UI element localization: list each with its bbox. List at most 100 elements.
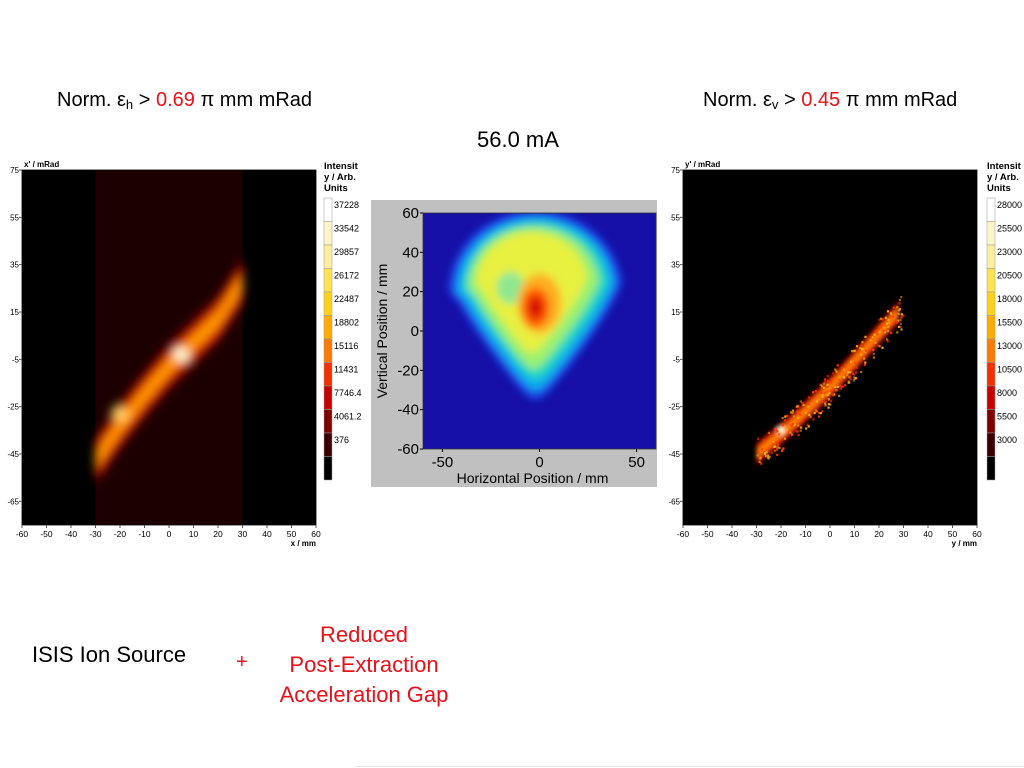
beamlet-speck (804, 411, 807, 415)
plot-background (683, 170, 977, 525)
colorbar-segment (986, 432, 996, 457)
beamlet-speck (781, 416, 784, 420)
y-tick-label: 40 (402, 244, 419, 261)
x-tick-label: -50 (40, 529, 53, 539)
beamlet-speck (792, 415, 795, 418)
x-tick-label: 20 (874, 529, 884, 539)
beamlet-speck (847, 381, 850, 384)
beamlet-speck (830, 378, 833, 381)
x-tick-label: -10 (138, 529, 151, 539)
beamlet-speck (762, 439, 766, 442)
y-tick-label: -25 (668, 403, 680, 412)
beamlet-speck (841, 367, 844, 370)
x-tick-label: -30 (750, 529, 763, 539)
colorbar-segment (323, 197, 333, 222)
colorbar-segment (323, 291, 333, 316)
colorbar-title: Units (324, 183, 348, 194)
beamlet-speck (783, 419, 787, 422)
beamlet-speck (791, 409, 795, 412)
intensity-peak (777, 426, 785, 435)
beamlet-speck (821, 410, 824, 413)
beamlet-speck (839, 387, 842, 390)
beamlet-speck (788, 431, 791, 434)
beamlet-speck (823, 378, 827, 381)
beamlet-speck (779, 431, 782, 434)
beamlet-speck (884, 316, 887, 319)
beamlet-speck (773, 449, 777, 452)
x-tick-label: 0 (167, 529, 172, 539)
beamlet-speck (760, 448, 764, 451)
beamlet-speck (849, 371, 852, 374)
beamlet-speck (799, 400, 802, 403)
reduced-line-1: Reduced (319, 622, 409, 647)
beamlet-speck (821, 385, 824, 388)
beamlet-speck (829, 381, 832, 384)
beamlet-speck (825, 390, 828, 393)
colorbar-title: y / Arb. (987, 172, 1019, 183)
beamlet-speck (896, 331, 899, 334)
beamlet-speck (842, 368, 845, 371)
colorbar-segment (986, 291, 996, 316)
beamlet-speck (819, 383, 822, 387)
beamlet-speck (855, 371, 858, 374)
beamlet-speck (824, 379, 827, 382)
beamlet-speck (828, 387, 831, 390)
beamlet-speck (791, 411, 794, 415)
beamlet-speck (864, 361, 867, 364)
beamlet-speck (877, 344, 880, 347)
x-tick-label: 30 (899, 529, 909, 539)
colorbar-segment (986, 385, 996, 410)
beamlet-speck (759, 456, 762, 460)
beamlet-speck (902, 314, 905, 317)
beamlet-speck (841, 385, 844, 388)
y-tick-label: 55 (10, 213, 19, 222)
y-tick-label: -60 (397, 441, 419, 458)
colorbar-label: 33542 (334, 224, 359, 234)
beamlet-speck (898, 298, 902, 302)
x-tick-label: 40 (923, 529, 933, 539)
beamlet-speck (878, 330, 881, 334)
beamlet-speck (855, 366, 858, 369)
x-tick-label: -60 (677, 529, 690, 539)
beamlet-speck (886, 340, 889, 343)
beamlet-speck (880, 317, 883, 320)
colorbar-label: 8000 (997, 388, 1017, 398)
colorbar-segment (323, 409, 333, 434)
beamlet-speck (853, 349, 856, 353)
beamlet-speck (785, 428, 789, 431)
beamlet-speck (896, 306, 899, 309)
beamlet-speck (869, 339, 872, 342)
colorbar-segment (986, 197, 996, 222)
beamlet-speck (789, 411, 793, 414)
beamlet-speck (797, 424, 800, 427)
beamlet-speck (831, 393, 834, 396)
beamlet-speck (822, 382, 825, 385)
y-tick-label: -25 (7, 403, 19, 412)
colorbar-label: 15500 (997, 318, 1022, 328)
beamlet-speck (852, 379, 855, 382)
intensity-peak (111, 406, 129, 422)
colorbar-segment (986, 221, 996, 246)
colorbar-label: 29857 (334, 247, 359, 257)
colorbar-segment (323, 315, 333, 340)
colorbar-label: 18802 (334, 318, 359, 328)
beamlet-speck (834, 368, 837, 371)
beamlet-speck (883, 326, 886, 329)
beamlet-speck (827, 403, 830, 406)
beamlet-speck (799, 413, 802, 416)
x-tick-label: -40 (726, 529, 739, 539)
colorbar-segment (323, 338, 333, 363)
beamlet-speck (897, 312, 900, 315)
beamlet-speck (823, 381, 826, 384)
beamlet-speck (846, 373, 849, 377)
colorbar-segment (986, 268, 996, 293)
beamlet-speck (826, 383, 829, 386)
colorbar-segment (323, 362, 333, 387)
beamlet-speck (886, 310, 890, 313)
beamlet-speck (807, 405, 810, 408)
beamlet-speck (854, 377, 857, 380)
colorbar-segment (986, 362, 996, 387)
colorbar-segment (323, 221, 333, 246)
y-tick-label: -65 (668, 497, 680, 506)
x-tick-label: 60 (311, 529, 321, 539)
